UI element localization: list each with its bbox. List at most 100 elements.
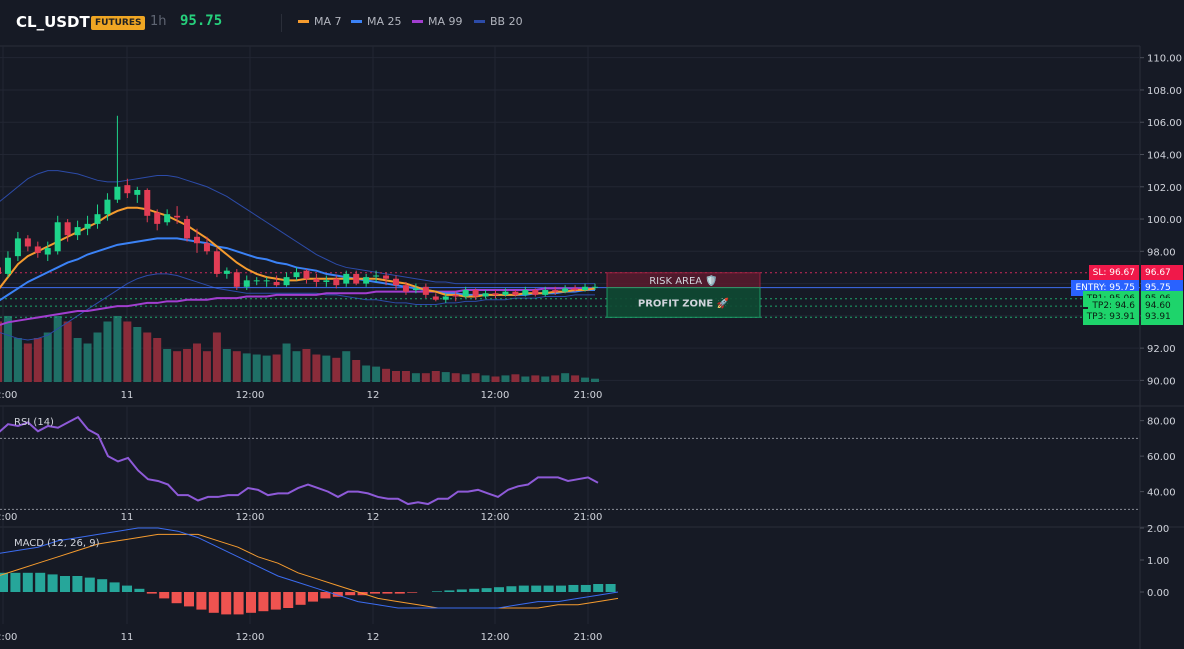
candle-body xyxy=(422,286,429,295)
volume-bar xyxy=(401,371,410,382)
macd-histogram-bar xyxy=(481,588,492,592)
macd-tick-label: 2.00 xyxy=(1147,524,1169,535)
candle-body xyxy=(373,275,380,277)
volume-bar xyxy=(481,375,490,382)
candle-body xyxy=(174,215,181,218)
candle-body xyxy=(263,280,270,282)
candle-body xyxy=(223,270,230,274)
candle-body xyxy=(293,272,300,278)
legend-ma7[interactable]: MA 7 xyxy=(298,15,342,28)
macd-histogram-bar xyxy=(109,582,120,592)
price-tick-label: 100.00 xyxy=(1147,215,1182,226)
price-tick-label: 92.00 xyxy=(1147,344,1176,355)
macd-histogram-bar xyxy=(370,592,380,594)
volume-bar xyxy=(183,349,192,382)
macd-histogram-bar xyxy=(456,589,467,592)
macd-histogram-bar xyxy=(518,585,529,592)
time-tick-label: 12:00 xyxy=(236,390,265,401)
candle-body xyxy=(203,243,210,252)
candle-body xyxy=(303,270,310,279)
candle-body xyxy=(363,277,370,284)
rsi-tick-label: 80.00 xyxy=(1147,417,1176,428)
candle-body xyxy=(273,281,280,286)
time-tick-label: 12:00 xyxy=(481,512,510,523)
last-price: 95.75 xyxy=(180,13,223,29)
candle-body xyxy=(4,257,11,274)
volume-bar xyxy=(13,338,22,382)
macd-histogram-bar xyxy=(580,584,591,592)
macd-histogram-bar xyxy=(407,592,418,593)
candle-body xyxy=(243,280,250,287)
volume-bar xyxy=(242,353,251,382)
legend-label: BB 20 xyxy=(490,15,523,28)
symbol-name[interactable]: CL_USDT xyxy=(16,13,90,31)
time-tick-label: 12:00 xyxy=(0,632,17,643)
legend-bb20[interactable]: BB 20 xyxy=(474,15,523,28)
volume-bar xyxy=(541,376,550,382)
volume-bar xyxy=(93,332,102,382)
volume-bar xyxy=(411,373,420,382)
candle-body xyxy=(432,296,439,300)
candle-body xyxy=(343,273,350,284)
volume-bar xyxy=(431,371,440,382)
volume-bar xyxy=(561,373,570,382)
rsi-line xyxy=(0,415,599,506)
legend-label: MA 7 xyxy=(314,15,342,28)
candle-body xyxy=(572,288,579,291)
macd-tick-label: 1.00 xyxy=(1147,556,1169,567)
macd-histogram-bar xyxy=(394,592,405,594)
candle-body xyxy=(562,288,569,292)
volume-bar xyxy=(531,375,540,382)
macd-histogram-bar xyxy=(444,590,455,592)
volume-bar xyxy=(3,316,12,382)
candle-body xyxy=(412,288,419,291)
macd-histogram-bar xyxy=(246,592,256,613)
volume-bar xyxy=(491,376,500,382)
ma25-swatch xyxy=(351,20,362,23)
time-tick-label: 12:00 xyxy=(481,390,510,401)
futures-badge: FUTURES xyxy=(91,16,146,30)
volume-bar xyxy=(133,327,142,382)
volume-bar xyxy=(33,338,42,382)
timeframe-selector[interactable]: 1h xyxy=(150,14,167,29)
candle-body xyxy=(74,227,81,236)
candle-body xyxy=(402,285,409,292)
time-tick-label: 21:00 xyxy=(574,390,603,401)
volume-bar xyxy=(332,357,341,382)
macd-histogram-bar xyxy=(320,592,331,599)
bb-upper-line xyxy=(0,170,595,285)
volume-bar xyxy=(103,321,112,382)
volume-bar xyxy=(43,332,52,382)
candle-body xyxy=(532,290,539,295)
candle-body xyxy=(502,291,509,295)
rsi-tick-label: 40.00 xyxy=(1147,488,1176,499)
macd-histogram-bar xyxy=(283,592,294,608)
candle-body xyxy=(313,278,320,282)
candle-body xyxy=(452,294,459,297)
macd-histogram-bar xyxy=(72,576,83,592)
volume-bar xyxy=(262,355,271,382)
level-price-tp3: 93.91 xyxy=(1141,309,1183,326)
volume-bar xyxy=(581,377,590,382)
macd-histogram-bar xyxy=(159,592,170,599)
candle-body xyxy=(592,286,598,288)
macd-tick-label: 0.00 xyxy=(1147,588,1169,599)
legend-ma25[interactable]: MA 25 xyxy=(351,15,402,28)
volume-bar xyxy=(322,355,331,382)
candle-body xyxy=(114,186,121,200)
legend-ma99[interactable]: MA 99 xyxy=(412,15,463,28)
macd-histogram-bar xyxy=(506,586,517,592)
candle-body xyxy=(64,222,71,236)
candle-body xyxy=(94,214,101,224)
candle-body xyxy=(14,238,21,257)
candle-body xyxy=(233,272,240,287)
macd-histogram-bar xyxy=(184,592,194,607)
price-tick-label: 90.00 xyxy=(1147,376,1176,387)
macd-histogram-bar xyxy=(60,576,70,592)
macd-histogram-bar xyxy=(146,592,157,594)
volume-bar xyxy=(212,332,221,382)
candle-body xyxy=(213,251,220,274)
time-tick-label: 12:00 xyxy=(236,512,265,523)
volume-bar xyxy=(272,354,281,382)
